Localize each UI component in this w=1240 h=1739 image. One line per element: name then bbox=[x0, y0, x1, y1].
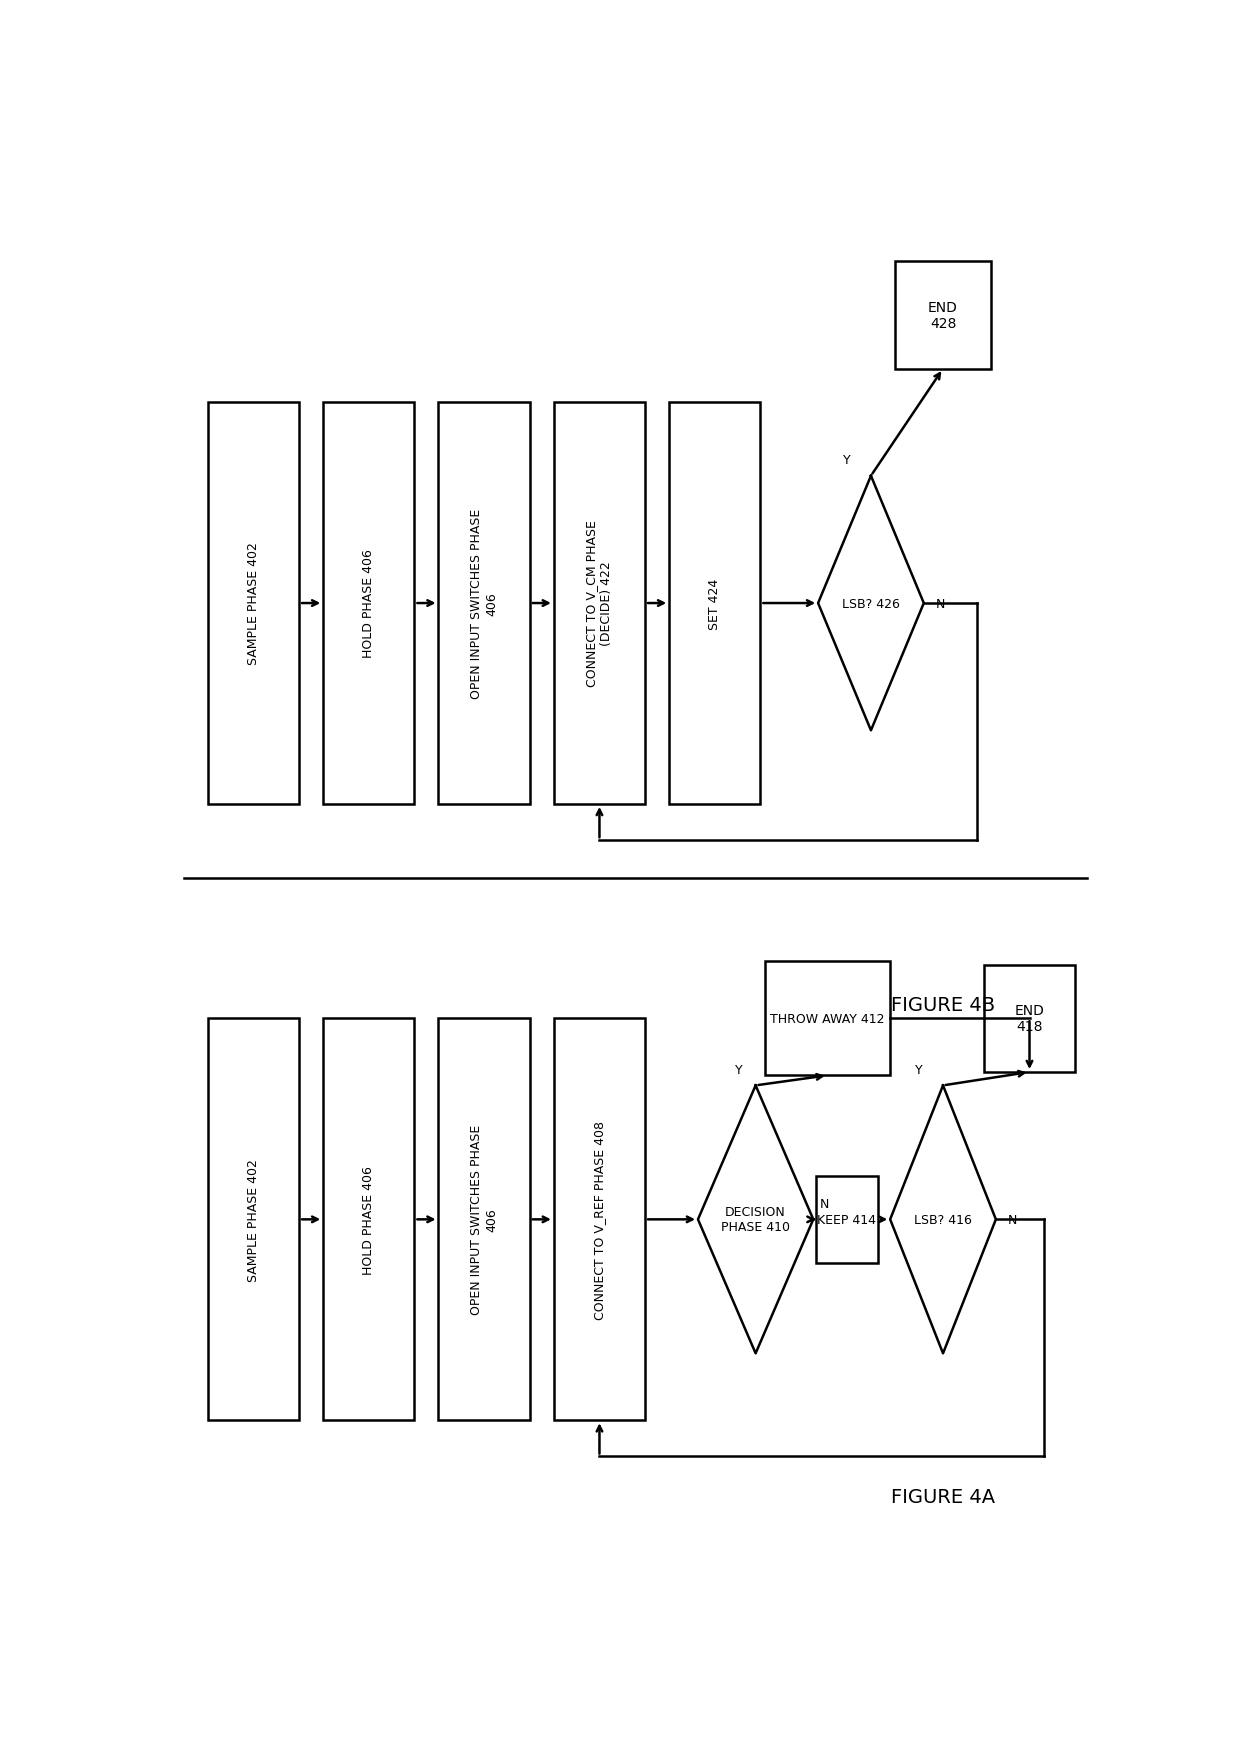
Text: KEEP 414: KEEP 414 bbox=[817, 1214, 877, 1226]
Text: SAMPLE PHASE 402: SAMPLE PHASE 402 bbox=[247, 1158, 260, 1282]
Text: END
428: END 428 bbox=[928, 301, 959, 330]
Text: SET 424: SET 424 bbox=[708, 577, 722, 630]
Text: DECISION
PHASE 410: DECISION PHASE 410 bbox=[722, 1205, 790, 1233]
Text: HOLD PHASE 406: HOLD PHASE 406 bbox=[362, 1165, 376, 1275]
Bar bbox=[895, 263, 991, 369]
Text: HOLD PHASE 406: HOLD PHASE 406 bbox=[362, 550, 376, 657]
Text: OPEN INPUT SWITCHES PHASE
406: OPEN INPUT SWITCHES PHASE 406 bbox=[470, 1125, 498, 1315]
Bar bbox=[324, 1019, 414, 1421]
Bar bbox=[670, 403, 760, 805]
Text: SAMPLE PHASE 402: SAMPLE PHASE 402 bbox=[247, 543, 260, 664]
Text: END
418: END 418 bbox=[1014, 1003, 1044, 1035]
Text: LSB? 416: LSB? 416 bbox=[914, 1214, 972, 1226]
Text: FIGURE 4A: FIGURE 4A bbox=[892, 1487, 994, 1506]
Text: N: N bbox=[820, 1196, 830, 1210]
Bar bbox=[324, 403, 414, 805]
Text: N: N bbox=[935, 596, 945, 610]
Bar bbox=[554, 403, 645, 805]
Text: OPEN INPUT SWITCHES PHASE
406: OPEN INPUT SWITCHES PHASE 406 bbox=[470, 508, 498, 699]
Bar bbox=[439, 1019, 529, 1421]
Text: CONNECT TO V_CM PHASE
(DECIDE) 422: CONNECT TO V_CM PHASE (DECIDE) 422 bbox=[585, 520, 614, 687]
Text: THROW AWAY 412: THROW AWAY 412 bbox=[770, 1012, 885, 1026]
Bar bbox=[765, 962, 890, 1076]
Text: CONNECT TO V_REF PHASE 408: CONNECT TO V_REF PHASE 408 bbox=[593, 1120, 606, 1320]
Bar bbox=[554, 1019, 645, 1421]
Bar bbox=[816, 1176, 878, 1263]
Text: Y: Y bbox=[915, 1063, 923, 1076]
Bar bbox=[983, 965, 1075, 1073]
Text: Y: Y bbox=[734, 1063, 742, 1076]
Bar bbox=[208, 1019, 299, 1421]
Text: LSB? 426: LSB? 426 bbox=[842, 596, 900, 610]
Text: Y: Y bbox=[843, 454, 851, 466]
Text: N: N bbox=[1007, 1214, 1017, 1226]
Text: FIGURE 4B: FIGURE 4B bbox=[892, 996, 994, 1016]
Bar bbox=[439, 403, 529, 805]
Bar bbox=[208, 403, 299, 805]
